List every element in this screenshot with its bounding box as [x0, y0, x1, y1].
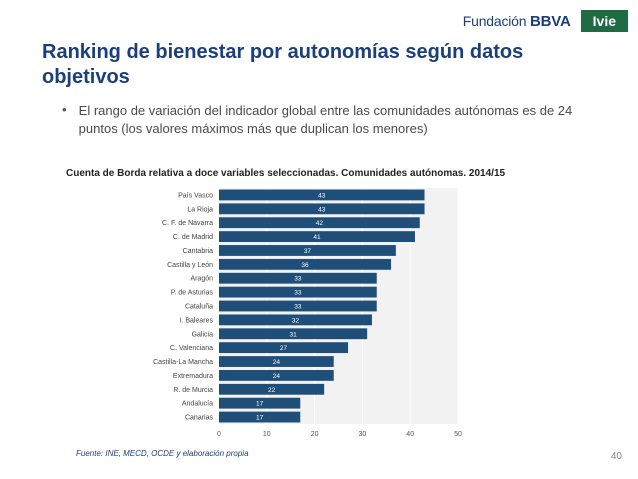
data-label: 24 [273, 359, 281, 366]
bar [219, 342, 349, 354]
category-label: Aragón [190, 276, 213, 283]
slide-title: Ranking de bienestar por autonomías segú… [42, 41, 524, 88]
bar [219, 397, 301, 409]
data-label: 32 [292, 317, 300, 324]
bullet-marker: • [62, 102, 67, 117]
category-label: Cantabria [183, 248, 213, 255]
category-label: Extremadura [173, 373, 213, 380]
bar [219, 328, 368, 340]
logo-fundacion-text: Fundación [462, 12, 527, 29]
category-label: I. Baleares [180, 317, 214, 324]
bar [219, 245, 396, 256]
category-label: País Vasco [178, 192, 213, 199]
bar [219, 356, 334, 367]
data-label: 36 [301, 262, 309, 269]
header-logos: Fundación BBVA Ivie [463, 10, 628, 32]
bar [219, 258, 392, 270]
category-label: C. F. de Navarra [162, 220, 213, 227]
x-tick-label: 10 [263, 431, 271, 438]
logo-ivie-text: Ivie [592, 13, 616, 29]
data-label: 33 [294, 304, 302, 311]
ivie-logo: Ivie [580, 10, 628, 32]
data-label: 27 [280, 345, 288, 352]
x-tick-label: 40 [406, 431, 414, 438]
data-label: 37 [304, 248, 312, 255]
bar [219, 300, 377, 312]
data-label: 33 [294, 290, 302, 297]
category-label: P. de Asturias [171, 290, 214, 297]
category-label: R. de Murcia [173, 387, 213, 394]
category-label: La Rioja [187, 206, 213, 213]
data-label: 31 [289, 331, 297, 338]
category-label: Andalucía [182, 401, 213, 408]
category-label: Galicia [192, 331, 214, 338]
bar [219, 272, 377, 284]
data-label: 43 [318, 206, 326, 213]
logo-bbva-text: BBVA [530, 12, 571, 30]
bar [219, 383, 325, 395]
page-number: 40 [610, 451, 622, 462]
bar [219, 189, 425, 201]
data-label: 22 [268, 387, 276, 394]
data-label: 24 [273, 373, 281, 380]
data-label: 17 [256, 401, 264, 408]
bar [219, 286, 377, 298]
bullet-text: El rango de variación del indicador glob… [78, 103, 573, 136]
fundacion-bbva-logo: Fundación BBVA [463, 13, 571, 30]
data-label: 33 [294, 276, 302, 283]
source-note: Fuente: INE, MECD, OCDE y elaboración pr… [76, 449, 249, 458]
x-tick-label: 0 [217, 431, 221, 438]
category-label: Canarias [185, 415, 214, 422]
data-label: 17 [256, 415, 264, 422]
bullet-point: • El rango de variación del indicador gl… [62, 102, 582, 138]
x-tick-label: 30 [359, 431, 367, 438]
x-tick-label: 50 [454, 431, 462, 438]
data-label: 43 [318, 192, 326, 199]
bar [219, 314, 372, 326]
bar [219, 231, 415, 243]
category-label: Castilla-La Mancha [153, 359, 213, 366]
data-label: 42 [316, 220, 324, 227]
category-label: C. Valenciana [170, 345, 213, 352]
category-label: Cataluña [185, 304, 213, 311]
x-tick-label: 20 [311, 431, 319, 438]
chart-title: Cuenta de Borda relativa a doce variable… [66, 168, 506, 179]
category-label: Castilla y León [167, 262, 213, 269]
bar [219, 411, 301, 423]
category-label: C. de Madrid [173, 234, 213, 241]
bar [219, 203, 425, 215]
bar [219, 217, 420, 229]
data-label: 41 [313, 234, 321, 241]
bar [219, 369, 334, 381]
